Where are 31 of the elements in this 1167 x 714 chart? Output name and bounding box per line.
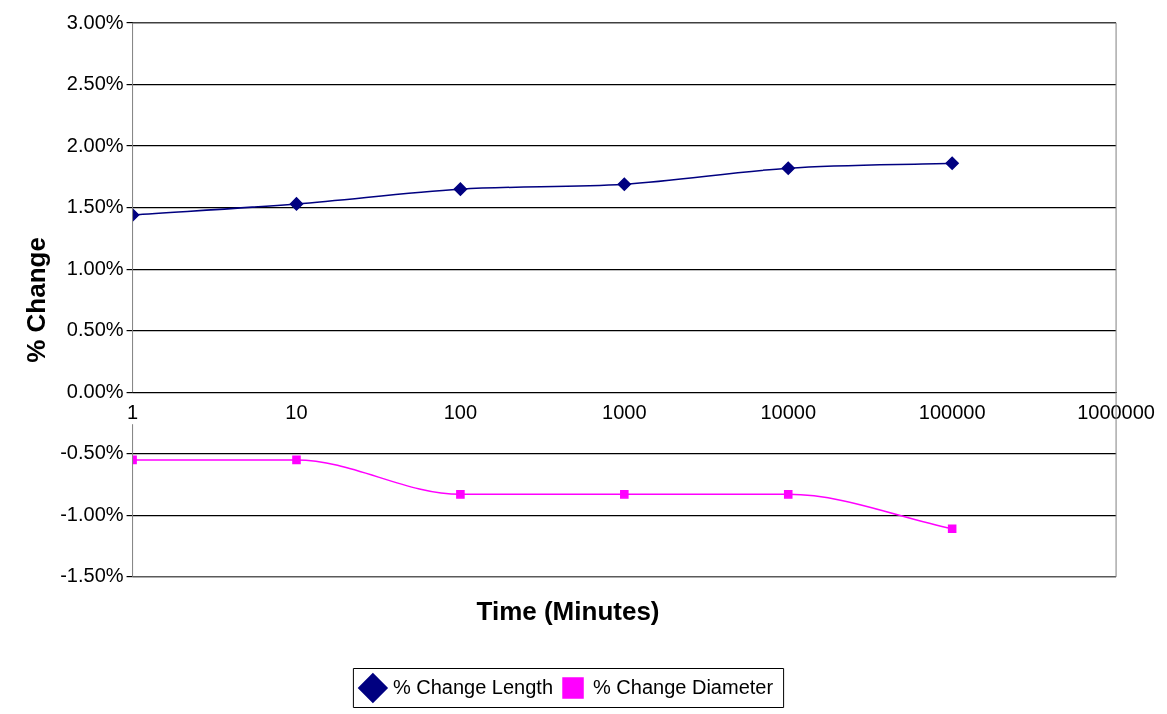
x-tick-label: 1000 [602,400,647,423]
point [456,490,465,499]
point [781,161,795,175]
x-tick-label: 1 [127,400,139,423]
point [947,524,957,534]
legend-label: % Change Diameter [593,675,774,698]
y-axis-title: % Change [20,237,51,363]
x-tick-label: 1000000 [1077,400,1156,423]
y-tick-label: -1.00% [60,502,124,525]
x-tick-label: 100 [443,400,478,423]
y-tick-label: 0.00% [66,379,124,402]
point [453,182,468,196]
point [945,156,959,171]
point [783,490,793,499]
x-tick-label: 10000 [760,400,817,423]
legend-label: % Change Length [392,675,554,698]
y-tick-label: 2.50% [66,72,124,95]
y-tick-label: 0.50% [66,318,124,341]
y-tick-label: -0.50% [60,441,124,464]
point [289,197,304,211]
x-axis-title: Time (Minutes) [476,595,660,626]
point [617,177,632,191]
y-tick-label: 3.00% [66,10,124,33]
y-tick-label: 1.50% [66,195,124,218]
y-tick-label: 1.00% [66,256,124,279]
y-tick-label: -1.50% [60,564,124,587]
point [292,455,301,465]
point [620,490,629,499]
x-tick-label: 100000 [918,400,986,423]
x-tick-label: 10 [285,400,308,423]
y-tick-label: 2.00% [66,133,124,156]
